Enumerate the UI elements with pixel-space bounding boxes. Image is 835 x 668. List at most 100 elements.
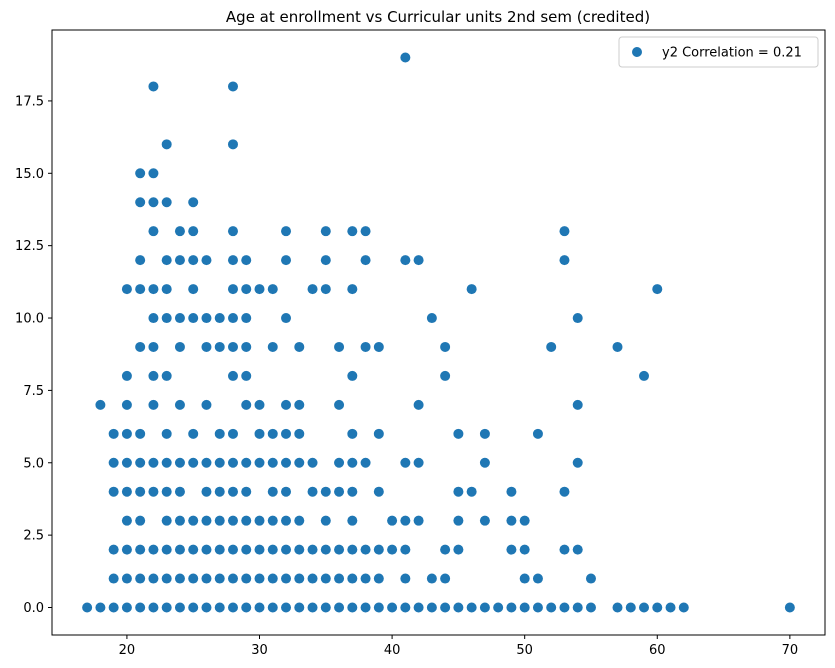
data-point: [254, 428, 265, 439]
data-point: [572, 399, 583, 410]
data-point: [373, 428, 384, 439]
data-point: [294, 573, 305, 584]
data-point: [108, 486, 119, 497]
data-point: [281, 573, 292, 584]
data-point: [135, 544, 146, 555]
data-point: [281, 226, 292, 237]
data-point: [294, 457, 305, 468]
data-point: [320, 544, 331, 555]
data-point: [135, 486, 146, 497]
data-point: [639, 602, 650, 613]
data-point: [426, 313, 437, 324]
data-point: [466, 602, 477, 613]
data-point: [254, 284, 265, 295]
data-point: [241, 255, 252, 266]
data-point: [532, 602, 543, 613]
data-point: [307, 544, 318, 555]
data-point: [161, 284, 172, 295]
data-point: [161, 602, 172, 613]
data-point: [148, 341, 159, 352]
data-point: [174, 573, 185, 584]
y-tick-label: 15.0: [15, 167, 44, 182]
data-point: [148, 284, 159, 295]
data-point: [108, 457, 119, 468]
data-point: [546, 602, 557, 613]
data-point: [639, 370, 650, 381]
data-point: [267, 515, 278, 526]
data-point: [214, 573, 225, 584]
data-point: [532, 573, 543, 584]
data-point: [227, 226, 238, 237]
data-point: [387, 602, 398, 613]
data-point: [227, 139, 238, 150]
data-point: [320, 486, 331, 497]
data-point: [174, 544, 185, 555]
data-point: [294, 341, 305, 352]
data-point: [227, 370, 238, 381]
data-point: [188, 457, 199, 468]
legend-label: y2 Correlation = 0.21: [662, 46, 802, 61]
data-point: [188, 255, 199, 266]
data-point: [784, 602, 795, 613]
data-point: [453, 544, 464, 555]
data-point: [174, 602, 185, 613]
data-point: [665, 602, 676, 613]
data-point: [241, 515, 252, 526]
data-point: [241, 341, 252, 352]
data-point: [241, 602, 252, 613]
data-point: [267, 284, 278, 295]
data-point: [559, 544, 570, 555]
data-point: [572, 602, 583, 613]
y-tick-label: 2.5: [23, 529, 44, 544]
data-point: [214, 341, 225, 352]
data-point: [108, 544, 119, 555]
data-point: [652, 602, 663, 613]
data-point: [281, 428, 292, 439]
legend: y2 Correlation = 0.21: [618, 36, 819, 68]
data-point: [108, 602, 119, 613]
data-point: [254, 573, 265, 584]
data-point: [161, 544, 172, 555]
data-point: [188, 544, 199, 555]
data-point: [373, 602, 384, 613]
data-point: [347, 515, 358, 526]
ticks-layer: 20 30 40 50 60 70 0.0 2.5 5.0 7.5 10.0 12.5 15.0 17.5: [15, 94, 798, 658]
data-point: [585, 573, 596, 584]
data-point: [174, 399, 185, 410]
data-point: [135, 602, 146, 613]
data-point: [148, 486, 159, 497]
data-point: [307, 602, 318, 613]
data-point: [307, 284, 318, 295]
data-point: [148, 544, 159, 555]
data-point: [572, 313, 583, 324]
data-point: [320, 515, 331, 526]
x-tick-label: 20: [119, 643, 136, 658]
data-point: [227, 544, 238, 555]
data-point: [347, 370, 358, 381]
data-point: [612, 341, 623, 352]
data-point: [214, 544, 225, 555]
data-point: [347, 486, 358, 497]
data-point: [121, 515, 132, 526]
data-point: [174, 457, 185, 468]
y-tick-label: 5.0: [23, 456, 44, 471]
data-point: [347, 602, 358, 613]
x-tick-label: 60: [649, 643, 666, 658]
data-point: [227, 515, 238, 526]
data-point: [347, 284, 358, 295]
data-point: [121, 486, 132, 497]
data-point: [227, 341, 238, 352]
data-point: [214, 515, 225, 526]
data-point: [82, 602, 93, 613]
data-point: [241, 544, 252, 555]
data-point: [320, 255, 331, 266]
data-point: [174, 341, 185, 352]
data-point: [227, 81, 238, 92]
data-point: [227, 602, 238, 613]
data-point: [135, 168, 146, 179]
data-point: [201, 457, 212, 468]
y-tick-label: 10.0: [15, 312, 44, 327]
data-point: [201, 544, 212, 555]
data-point: [121, 284, 132, 295]
